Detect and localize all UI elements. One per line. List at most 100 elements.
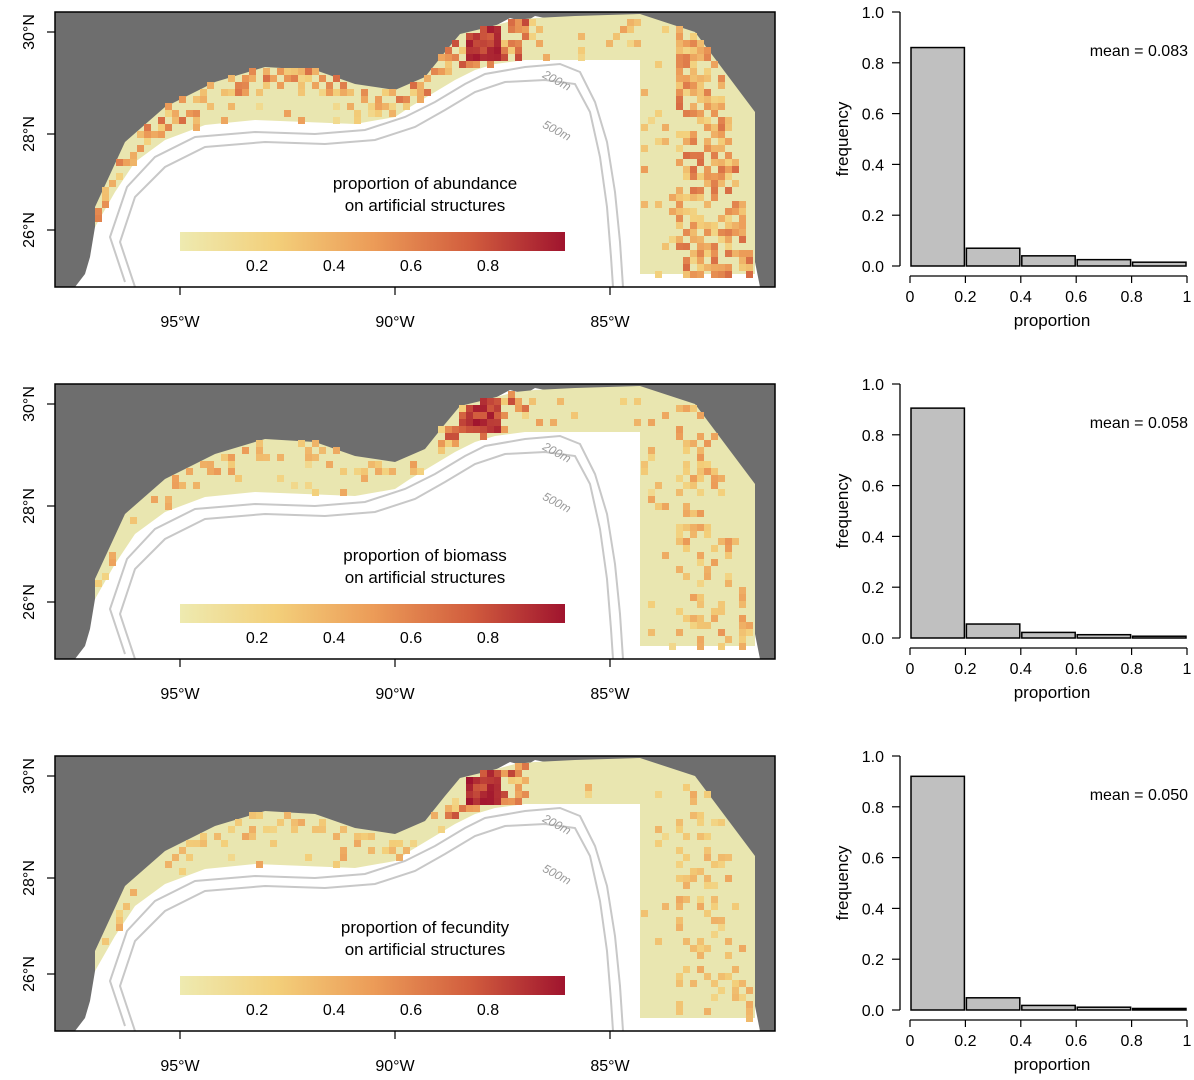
heatmap-cell bbox=[382, 103, 389, 110]
heatmap-cell bbox=[515, 40, 522, 47]
heatmap-cell bbox=[732, 208, 739, 215]
heatmap-cell bbox=[690, 110, 697, 117]
heatmap-cell bbox=[466, 47, 473, 54]
heatmap-cell bbox=[732, 994, 739, 1001]
heatmap-cell bbox=[291, 482, 298, 489]
hist-x-tick-label: 0.6 bbox=[1065, 289, 1087, 306]
heatmap-cell bbox=[690, 222, 697, 229]
heatmap-cell bbox=[508, 770, 515, 777]
heatmap-cell bbox=[690, 47, 697, 54]
heatmap-cell bbox=[711, 257, 718, 264]
heatmap-cell bbox=[403, 103, 410, 110]
heatmap-cell bbox=[690, 482, 697, 489]
heatmap-cell bbox=[277, 454, 284, 461]
heatmap-cell bbox=[473, 798, 480, 805]
heatmap-cell bbox=[263, 68, 270, 75]
heatmap-cell bbox=[480, 798, 487, 805]
heatmap-cell bbox=[690, 594, 697, 601]
heatmap-cell bbox=[648, 117, 655, 124]
heatmap-cell bbox=[473, 61, 480, 68]
colorbar bbox=[180, 232, 565, 251]
heatmap-cell bbox=[172, 117, 179, 124]
heatmap-cell bbox=[739, 222, 746, 229]
heatmap-cell bbox=[725, 636, 732, 643]
legend-title-line1: proportion of biomass bbox=[343, 546, 506, 565]
heatmap-cell bbox=[683, 110, 690, 117]
heatmap-cell bbox=[473, 419, 480, 426]
hist-x-tick-label: 0.8 bbox=[1120, 289, 1142, 306]
heatmap-cell bbox=[480, 398, 487, 405]
heatmap-cell bbox=[368, 461, 375, 468]
histogram-bar bbox=[1021, 631, 1076, 639]
heatmap-cell bbox=[676, 89, 683, 96]
map-y-tick-label: 30°N bbox=[21, 758, 38, 794]
heatmap-cell bbox=[725, 938, 732, 945]
heatmap-cell bbox=[256, 454, 263, 461]
heatmap-cell bbox=[711, 145, 718, 152]
histogram-bar bbox=[910, 407, 966, 639]
hist-x-axis-title: proportion bbox=[1014, 311, 1091, 330]
hist-x-tick-label: 0.8 bbox=[1120, 661, 1142, 678]
heatmap-cell bbox=[697, 643, 704, 650]
heatmap-cell bbox=[739, 264, 746, 271]
legend-title-line2: on artificial structures bbox=[345, 196, 506, 215]
hist-y-tick-label: 0.8 bbox=[862, 56, 884, 73]
heatmap-cell bbox=[298, 89, 305, 96]
heatmap-cell bbox=[487, 33, 494, 40]
heatmap-cell bbox=[354, 117, 361, 124]
heatmap-cell bbox=[711, 931, 718, 938]
heatmap-cell bbox=[487, 777, 494, 784]
heatmap-cell bbox=[676, 236, 683, 243]
heatmap-cell bbox=[704, 166, 711, 173]
heatmap-cell bbox=[697, 615, 704, 622]
heatmap-cell bbox=[690, 236, 697, 243]
heatmap-cell bbox=[704, 854, 711, 861]
heatmap-cell bbox=[487, 54, 494, 61]
heatmap-cell bbox=[487, 26, 494, 33]
colorbar-tick-label: 0.2 bbox=[246, 258, 268, 275]
heatmap-cell bbox=[683, 503, 690, 510]
heatmap-cell bbox=[501, 426, 508, 433]
heatmap-cell bbox=[676, 896, 683, 903]
shelf-area bbox=[95, 14, 755, 274]
heatmap-cell bbox=[340, 89, 347, 96]
hist-y-tick-label: 0.8 bbox=[862, 428, 884, 445]
heatmap-cell bbox=[466, 33, 473, 40]
heatmap-cell bbox=[221, 89, 228, 96]
heatmap-cell bbox=[228, 454, 235, 461]
heatmap-cell bbox=[417, 96, 424, 103]
heatmap-cell bbox=[347, 89, 354, 96]
heatmap-cell bbox=[676, 82, 683, 89]
histogram-bar bbox=[1076, 633, 1132, 639]
heatmap-cell bbox=[354, 110, 361, 117]
colorbar-tick-label: 0.4 bbox=[323, 1002, 345, 1019]
heatmap-cell bbox=[648, 447, 655, 454]
shelf-area bbox=[95, 758, 755, 1018]
heatmap-cell bbox=[739, 257, 746, 264]
heatmap-cell bbox=[473, 426, 480, 433]
heatmap-cell bbox=[732, 201, 739, 208]
heatmap-cell bbox=[697, 173, 704, 180]
heatmap-cell bbox=[683, 615, 690, 622]
heatmap-cell bbox=[242, 82, 249, 89]
hist-x-tick-label: 0.4 bbox=[1010, 1033, 1032, 1050]
heatmap-cell bbox=[718, 861, 725, 868]
heatmap-cell bbox=[130, 152, 137, 159]
heatmap-cell bbox=[130, 517, 137, 524]
heatmap-cell bbox=[298, 117, 305, 124]
heatmap-cell bbox=[662, 243, 669, 250]
heatmap-cell bbox=[522, 777, 529, 784]
heatmap-cell bbox=[704, 573, 711, 580]
land-mass bbox=[55, 756, 775, 1031]
histogram-bar bbox=[910, 46, 966, 267]
heatmap-cell bbox=[102, 187, 109, 194]
heatmap-cell bbox=[298, 82, 305, 89]
heatmap-cell bbox=[683, 54, 690, 61]
heatmap-cell bbox=[487, 784, 494, 791]
heatmap-cell bbox=[697, 250, 704, 257]
heatmap-cell bbox=[249, 812, 256, 819]
hist-y-tick-label: 0.4 bbox=[862, 157, 884, 174]
heatmap-cell bbox=[305, 461, 312, 468]
heatmap-cell bbox=[662, 503, 669, 510]
heatmap-cell bbox=[585, 791, 592, 798]
